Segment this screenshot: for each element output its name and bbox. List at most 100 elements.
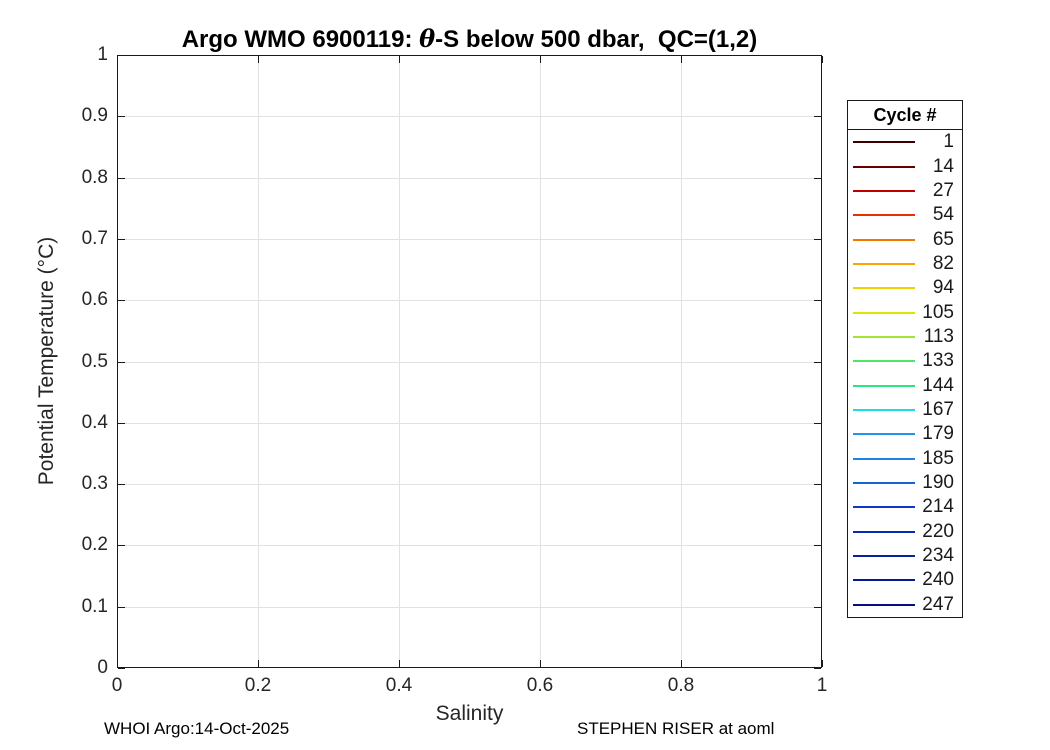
legend-line-swatch — [853, 433, 915, 436]
legend-line-swatch — [853, 360, 915, 363]
y-tick-right — [814, 484, 821, 486]
y-tick-left — [118, 300, 125, 302]
x-tick-bottom — [117, 660, 118, 667]
legend-entry: 190 — [848, 471, 962, 494]
legend-line-swatch — [853, 530, 915, 533]
y-tick-left — [118, 361, 125, 363]
x-tick-bottom — [258, 660, 259, 667]
y-tick-label: 0 — [97, 657, 108, 678]
legend-title: Cycle # — [848, 101, 962, 130]
y-gridline — [118, 238, 821, 240]
y-tick-label: 0.6 — [81, 289, 108, 311]
legend-line-swatch — [853, 603, 915, 606]
x-tick-top — [540, 56, 541, 63]
footer-credit-left: WHOI Argo:14-Oct-2025 — [104, 719, 290, 738]
legend-line-swatch — [853, 165, 915, 168]
y-tick-right — [814, 116, 821, 118]
x-tick-bottom — [681, 660, 682, 667]
legend-entry: 133 — [848, 350, 962, 373]
legend-entry: 214 — [848, 496, 962, 519]
legend-entry: 144 — [848, 374, 962, 397]
legend-line-swatch — [853, 506, 915, 509]
y-gridline — [118, 116, 821, 118]
y-axis-label: Potential Temperature (°C) — [35, 236, 58, 486]
y-tick-left — [118, 484, 125, 486]
legend-line-swatch — [853, 481, 915, 484]
y-tick-label: 0.1 — [81, 595, 108, 617]
chart-title-suffix: -S below 500 dbar, QC=(1,2) — [435, 26, 758, 53]
x-axis-label: Salinity — [435, 702, 504, 725]
legend-line-swatch — [853, 238, 915, 241]
y-tick-right — [814, 238, 821, 240]
legend: Cycle # 1 14 27 54 65 82 94 105 113 133 144 167 179 1… — [847, 100, 963, 618]
y-gridline — [118, 484, 821, 486]
x-tick-label: 0.4 — [385, 675, 413, 696]
legend-entry-label: 94 — [932, 277, 954, 299]
legend-entry-label: 1 — [943, 131, 954, 153]
legend-entry-label: 234 — [922, 545, 954, 567]
x-tick-label: 1 — [816, 675, 828, 696]
y-tick-label: 1 — [97, 44, 108, 65]
y-tick-right — [814, 177, 821, 179]
y-tick-label: 0.5 — [81, 350, 108, 372]
legend-entry-label: 14 — [932, 155, 954, 177]
y-tick-left — [118, 668, 125, 669]
legend-entry-label: 144 — [922, 374, 954, 396]
legend-entry-label: 214 — [922, 496, 954, 518]
footer-credit-right: STEPHEN RISER at aoml — [577, 719, 775, 738]
legend-entry-label: 54 — [932, 204, 954, 226]
x-tick-top — [258, 56, 259, 63]
y-gridline — [118, 300, 821, 302]
y-gridline — [118, 177, 821, 179]
y-tick-label: 0.7 — [81, 227, 108, 249]
legend-entry: 65 — [848, 228, 962, 251]
x-tick-label: 0.2 — [244, 675, 272, 696]
x-tick-top — [117, 56, 118, 63]
y-tick-left — [118, 545, 125, 547]
x-tick-bottom — [540, 660, 541, 667]
legend-entry: 82 — [848, 252, 962, 275]
legend-line-swatch — [853, 141, 915, 144]
x-tick-label: 0.6 — [526, 675, 554, 696]
legend-entry: 220 — [848, 520, 962, 543]
x-tick-top — [822, 56, 823, 63]
x-tick-top — [681, 56, 682, 63]
legend-entry-label: 113 — [923, 325, 954, 347]
legend-entry-label: 190 — [922, 471, 954, 493]
legend-line-swatch — [853, 214, 915, 217]
legend-entry: 167 — [848, 398, 962, 421]
x-tick-top — [399, 56, 400, 63]
legend-line-swatch — [853, 457, 915, 460]
chart-title: Argo WMO 6900119: θ-S below 500 dbar, QC… — [117, 24, 822, 54]
legend-entry-label: 82 — [932, 252, 954, 274]
y-tick-label: 0.2 — [81, 534, 108, 556]
legend-entry: 240 — [848, 569, 962, 592]
legend-entry: 185 — [848, 447, 962, 470]
legend-entry: 54 — [848, 204, 962, 227]
y-gridline — [118, 606, 821, 608]
x-tick-label: 0 — [111, 675, 123, 696]
legend-entry-label: 105 — [922, 301, 954, 323]
y-tick-left — [118, 606, 125, 608]
legend-line-swatch — [853, 262, 915, 265]
y-tick-label: 0.3 — [81, 473, 108, 495]
theta-symbol: θ — [419, 24, 436, 53]
legend-entry: 247 — [848, 593, 962, 616]
y-gridline — [118, 545, 821, 547]
legend-entry-label: 220 — [922, 520, 954, 542]
y-tick-label: 0.8 — [81, 166, 108, 188]
legend-entry: 113 — [848, 325, 962, 348]
y-gridline — [118, 361, 821, 363]
x-tick-bottom — [399, 660, 400, 667]
y-tick-left — [118, 238, 125, 240]
y-tick-left — [118, 116, 125, 118]
legend-entry: 179 — [848, 423, 962, 446]
legend-entry-label: 179 — [922, 423, 954, 445]
chart-title-prefix: Argo WMO 6900119: — [181, 26, 420, 53]
legend-line-swatch — [853, 555, 915, 558]
legend-entry: 234 — [848, 545, 962, 568]
y-tick-right — [814, 55, 821, 56]
y-tick-right — [814, 422, 821, 424]
legend-entry: 94 — [848, 277, 962, 300]
